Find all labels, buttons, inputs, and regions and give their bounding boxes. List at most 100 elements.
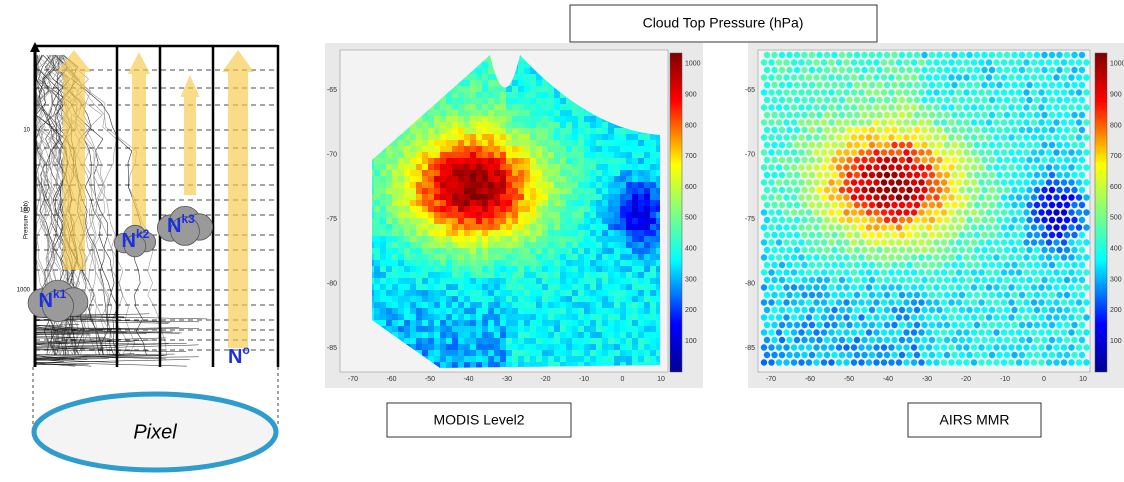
swath-cell xyxy=(596,308,603,315)
footprint xyxy=(876,277,882,283)
footprint xyxy=(1046,209,1052,215)
footprint xyxy=(906,322,912,328)
footprint xyxy=(779,127,785,133)
swath-cell xyxy=(608,344,615,351)
footprint xyxy=(824,82,830,88)
swath-cell xyxy=(434,230,441,237)
footprint xyxy=(956,209,962,215)
footprint xyxy=(926,344,932,350)
footprint xyxy=(851,179,857,185)
swath-cell xyxy=(602,164,609,171)
footprint xyxy=(911,149,917,155)
footprint xyxy=(869,157,875,163)
swath-cell xyxy=(374,188,381,195)
footprint xyxy=(1041,232,1047,238)
swath-cell xyxy=(452,320,459,327)
swath-cell xyxy=(524,164,531,171)
swath-cell xyxy=(446,200,453,207)
swath-cell xyxy=(428,338,435,345)
swath-cell xyxy=(410,206,417,213)
swath-cell xyxy=(500,98,507,105)
swath-cell xyxy=(458,302,465,309)
swath-cell xyxy=(614,134,621,141)
footprint xyxy=(959,352,965,358)
footprint xyxy=(1023,134,1029,140)
swath-cell xyxy=(458,158,465,165)
swath-cell xyxy=(608,242,615,249)
footprint xyxy=(1011,217,1017,223)
swath-cell xyxy=(380,188,387,195)
footprint xyxy=(933,344,939,350)
footprint xyxy=(806,104,812,110)
footprint xyxy=(839,67,845,73)
swath-cell xyxy=(524,260,531,267)
swath-cell xyxy=(398,260,405,267)
footprint xyxy=(944,247,950,253)
footprint xyxy=(851,119,857,125)
swath-cell xyxy=(488,350,495,357)
swath-cell xyxy=(440,218,447,225)
footprint xyxy=(971,344,977,350)
footprint xyxy=(1041,217,1047,223)
swath-cell xyxy=(458,362,465,369)
swath-cell xyxy=(464,356,471,363)
swath-cell xyxy=(506,326,513,333)
swath-cell xyxy=(584,218,591,225)
footprint xyxy=(1026,352,1032,358)
footprint xyxy=(966,277,972,283)
x-tick-label: -10 xyxy=(1000,376,1010,383)
swath-cell xyxy=(644,152,651,159)
swath-cell xyxy=(536,260,543,267)
swath-cell xyxy=(626,308,633,315)
footprint xyxy=(914,247,920,253)
swath-cell xyxy=(530,284,537,291)
swath-cell xyxy=(644,176,651,183)
footprint xyxy=(1046,299,1052,305)
swath-cell xyxy=(536,200,543,207)
footprint xyxy=(1076,314,1082,320)
footprint xyxy=(1034,112,1040,118)
swath-cell xyxy=(548,98,555,105)
footprint xyxy=(911,314,917,320)
footprint xyxy=(794,142,800,148)
footprint xyxy=(1076,134,1082,140)
swath-cell xyxy=(542,266,549,273)
footprint xyxy=(1083,179,1089,185)
footprint xyxy=(963,104,969,110)
footprint xyxy=(959,187,965,193)
swath-cell xyxy=(590,284,597,291)
swath-cell xyxy=(590,122,597,129)
swath-cell xyxy=(458,212,465,219)
swath-cell xyxy=(446,320,453,327)
footprint xyxy=(806,209,812,215)
colorbar-tick-label: 900 xyxy=(685,91,697,98)
footprint xyxy=(951,262,957,268)
footprint xyxy=(974,217,980,223)
footprint xyxy=(813,299,819,305)
swath-cell xyxy=(506,302,513,309)
swath-cell xyxy=(614,272,621,279)
swath-cell xyxy=(494,188,501,195)
footprint xyxy=(903,194,909,200)
footprint xyxy=(764,127,770,133)
swath-cell xyxy=(380,314,387,321)
footprint xyxy=(858,314,864,320)
footprint xyxy=(831,202,837,208)
swath-cell xyxy=(650,170,657,177)
footprint xyxy=(768,134,774,140)
footprint xyxy=(911,344,917,350)
swath-cell xyxy=(602,254,609,261)
swath-cell xyxy=(386,224,393,231)
footprint xyxy=(993,224,999,230)
swath-cell xyxy=(560,350,567,357)
swath-cell xyxy=(494,260,501,267)
footprint xyxy=(951,112,957,118)
swath-cell xyxy=(434,272,441,279)
footprint xyxy=(944,172,950,178)
swath-cell xyxy=(518,290,525,297)
footprint xyxy=(821,194,827,200)
swath-cell xyxy=(374,218,381,225)
footprint xyxy=(839,172,845,178)
swath-cell xyxy=(422,146,429,153)
footprint xyxy=(876,307,882,313)
